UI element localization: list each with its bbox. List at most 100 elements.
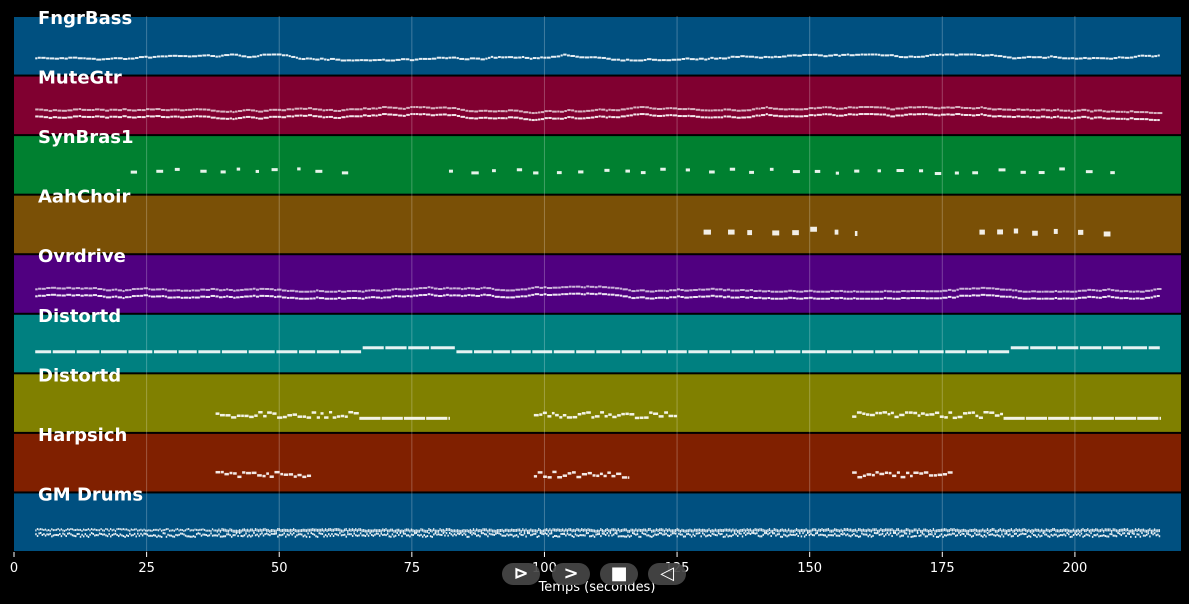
note-mark	[1088, 534, 1091, 537]
play-button[interactable]: >	[552, 563, 590, 585]
note-mark	[229, 534, 231, 537]
note-mark	[666, 59, 672, 62]
note-mark	[328, 115, 333, 118]
note-mark	[867, 53, 871, 56]
note-mark	[528, 118, 532, 121]
note-mark	[456, 532, 459, 535]
note-mark	[36, 528, 39, 531]
note-mark	[255, 169, 260, 173]
note-mark	[164, 532, 166, 535]
note-mark	[1044, 290, 1049, 293]
note-mark	[75, 287, 81, 290]
note-mark	[628, 296, 631, 299]
note-mark	[912, 535, 914, 538]
note-mark	[61, 109, 67, 112]
note-mark	[842, 529, 844, 533]
note-mark	[269, 115, 272, 118]
note-mark	[893, 350, 918, 354]
note-mark	[207, 534, 209, 537]
note-mark	[1049, 297, 1055, 300]
note-mark	[252, 294, 256, 297]
note-mark	[468, 529, 470, 533]
note-mark	[467, 294, 471, 297]
note-mark	[563, 533, 566, 536]
note-mark	[882, 411, 888, 414]
note-mark	[778, 529, 780, 533]
note-mark	[940, 113, 946, 116]
note-mark	[211, 528, 214, 531]
note-mark	[168, 534, 171, 537]
note-mark	[752, 532, 755, 535]
note-mark	[768, 532, 771, 535]
note-mark	[700, 116, 704, 119]
note-mark	[722, 529, 724, 533]
note-mark	[1106, 110, 1111, 113]
note-mark	[808, 529, 810, 533]
note-mark	[236, 289, 240, 292]
note-mark	[1035, 109, 1041, 112]
note-mark	[943, 534, 946, 537]
note-mark	[611, 58, 617, 61]
note-mark	[703, 229, 711, 235]
note-mark	[1157, 533, 1159, 536]
note-mark	[129, 529, 131, 532]
note-mark	[228, 288, 233, 291]
note-mark	[589, 535, 591, 538]
note-mark	[413, 529, 416, 533]
note-mark	[958, 531, 960, 534]
note-mark	[243, 528, 245, 532]
note-mark	[1015, 532, 1017, 535]
note-mark	[524, 295, 528, 298]
note-mark	[672, 296, 677, 299]
note-mark	[1059, 116, 1064, 119]
note-mark	[727, 528, 729, 532]
note-mark	[605, 109, 608, 112]
note-mark	[665, 290, 669, 293]
note-mark	[1062, 57, 1068, 60]
back-button[interactable]: ◁	[648, 563, 686, 585]
note-mark	[339, 532, 341, 535]
note-mark	[313, 533, 316, 536]
note-mark	[758, 107, 761, 110]
note-mark	[202, 54, 207, 57]
note-mark	[135, 535, 137, 538]
note-mark	[524, 288, 528, 291]
note-mark	[213, 529, 215, 532]
note-mark	[188, 296, 192, 299]
note-mark	[472, 532, 475, 535]
note-mark	[335, 533, 338, 536]
track-lane	[14, 433, 1181, 492]
note-mark	[826, 535, 828, 538]
note-mark	[676, 58, 682, 61]
note-mark	[601, 108, 606, 111]
rewind-button[interactable]: ⊳	[502, 563, 540, 585]
note-mark	[399, 531, 402, 534]
note-mark	[586, 292, 590, 295]
note-mark	[318, 532, 320, 535]
track-lane	[14, 493, 1181, 551]
note-mark	[881, 532, 884, 535]
note-mark	[687, 107, 690, 110]
note-mark	[443, 287, 446, 290]
note-mark	[821, 297, 825, 300]
note-mark	[375, 529, 378, 533]
note-mark	[49, 529, 51, 532]
stop-button[interactable]: ■	[600, 563, 638, 585]
note-mark	[102, 288, 106, 291]
note-mark	[75, 529, 77, 532]
note-mark	[865, 533, 868, 536]
note-mark	[892, 529, 895, 533]
note-mark	[902, 529, 904, 533]
note-mark	[723, 108, 726, 111]
note-mark	[631, 532, 634, 535]
note-mark	[1134, 528, 1137, 532]
note-mark	[244, 288, 249, 291]
note-mark	[896, 533, 898, 536]
note-mark	[333, 109, 337, 112]
note-mark	[655, 290, 658, 293]
note-mark	[626, 114, 630, 117]
note-mark	[532, 57, 537, 60]
note-mark	[847, 113, 852, 116]
note-mark	[956, 295, 959, 298]
note-mark	[258, 529, 260, 533]
